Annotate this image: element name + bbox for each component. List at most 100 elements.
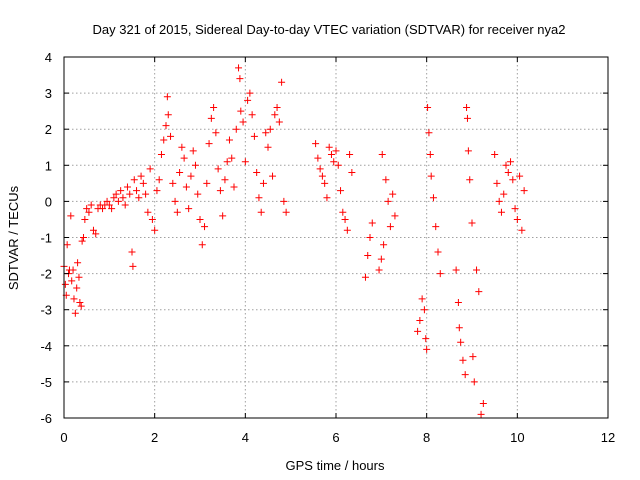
data-point <box>105 201 113 209</box>
data-point <box>414 327 422 335</box>
data-point <box>468 219 476 227</box>
data-point <box>121 201 129 209</box>
data-point <box>205 140 213 148</box>
data-point <box>182 183 190 191</box>
data-point <box>162 122 170 130</box>
data-point <box>463 114 471 122</box>
data-point <box>163 93 171 101</box>
data-point <box>497 208 505 216</box>
data-point <box>463 104 471 112</box>
x-tick-label: 12 <box>601 430 615 445</box>
y-tick-label: -4 <box>40 339 52 354</box>
data-point <box>171 197 179 205</box>
data-point <box>459 356 467 364</box>
data-point <box>70 295 78 303</box>
data-point <box>271 111 279 119</box>
data-point <box>230 183 238 191</box>
data-point <box>225 136 233 144</box>
y-axis-label: SDTVAR / TECUs <box>6 185 21 290</box>
data-point <box>461 371 469 379</box>
data-point <box>246 89 254 97</box>
data-point <box>151 226 159 234</box>
data-point <box>364 252 372 260</box>
data-point <box>99 205 107 213</box>
data-point <box>282 208 290 216</box>
x-tick-label: 8 <box>423 430 430 445</box>
data-point <box>423 345 431 353</box>
data-point <box>81 215 89 223</box>
y-tick-label: -3 <box>40 303 52 318</box>
data-point <box>262 129 270 137</box>
data-point <box>160 136 168 144</box>
data-point <box>157 150 165 158</box>
data-point <box>266 125 274 133</box>
data-point <box>504 169 512 177</box>
data-point <box>321 179 329 187</box>
data-point <box>516 172 524 180</box>
data-point <box>73 284 81 292</box>
data-point <box>264 143 272 151</box>
data-point <box>384 197 392 205</box>
data-point <box>85 208 93 216</box>
data-point <box>432 223 440 231</box>
data-point <box>130 176 138 184</box>
data-point <box>255 194 263 202</box>
data-point <box>133 187 141 195</box>
data-point <box>75 273 83 281</box>
data-point <box>129 262 137 270</box>
data-point <box>236 75 244 83</box>
data-point <box>110 194 118 202</box>
data-point <box>112 190 120 198</box>
data-point <box>139 179 147 187</box>
data-point <box>318 172 326 180</box>
data-point <box>135 194 143 202</box>
grid <box>64 57 608 418</box>
data-point <box>424 104 432 112</box>
data-point <box>275 118 283 126</box>
data-point <box>477 410 485 418</box>
data-point <box>420 306 428 314</box>
data-point <box>223 158 231 166</box>
data-point <box>117 187 125 195</box>
data-point <box>164 111 172 119</box>
data-point <box>507 158 515 166</box>
data-point <box>269 172 277 180</box>
y-tick-label: 4 <box>45 50 52 65</box>
data-point <box>180 154 188 162</box>
data-point <box>464 147 472 155</box>
data-point <box>228 154 236 162</box>
data-point <box>207 114 215 122</box>
data-point <box>389 190 397 198</box>
data-point <box>244 96 252 104</box>
data-point <box>436 270 444 278</box>
data-point <box>76 298 84 306</box>
data-point <box>425 129 433 137</box>
data-point <box>457 338 465 346</box>
data-point <box>278 78 286 86</box>
y-tick-label: -1 <box>40 231 52 246</box>
data-point <box>128 248 136 256</box>
data-point <box>87 201 95 209</box>
data-point <box>386 223 394 231</box>
x-tick-label: 4 <box>242 430 249 445</box>
data-point <box>189 147 197 155</box>
data-point <box>493 179 501 187</box>
data-point <box>210 104 218 112</box>
data-point <box>201 223 209 231</box>
data-point <box>194 190 202 198</box>
data-point <box>119 194 127 202</box>
data-point <box>153 187 161 195</box>
data-point <box>511 205 519 213</box>
data-point <box>509 176 517 184</box>
data-point <box>332 147 340 155</box>
data-point <box>74 259 82 267</box>
data-point <box>312 140 320 148</box>
data-point <box>221 176 229 184</box>
data-point <box>427 172 435 180</box>
data-point <box>146 165 154 173</box>
data-point <box>235 64 243 72</box>
data-point <box>418 295 426 303</box>
data-point <box>455 324 463 332</box>
data-point <box>348 169 356 177</box>
